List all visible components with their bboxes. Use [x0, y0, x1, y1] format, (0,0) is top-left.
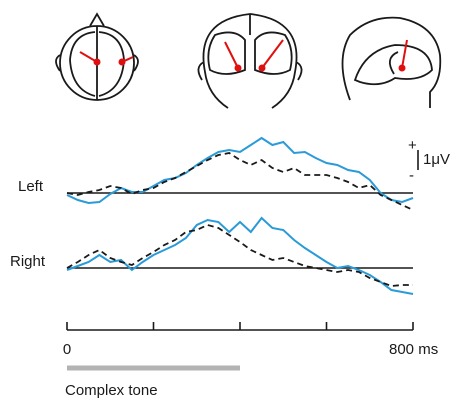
head-back-view	[198, 14, 301, 108]
x-tick-label: 0	[63, 341, 71, 358]
stimulus-label: Complex tone	[65, 382, 158, 399]
dashed-line	[67, 225, 413, 286]
figure: Left + -1μV Right 0 800 ms Complex tone	[0, 0, 467, 407]
scale-plus: +	[408, 137, 417, 154]
line	[67, 218, 413, 294]
dashed-line	[67, 153, 413, 210]
head-side-view	[343, 18, 441, 108]
page: Left+-1μVRight0800 msComplex tone (() =>…	[0, 0, 467, 407]
x-tick-label: 800 ms	[389, 341, 438, 358]
scale-label: 1μV	[423, 151, 450, 168]
panel-label: Right	[10, 253, 46, 270]
head-top-view	[56, 14, 138, 100]
scale-minus: -	[409, 167, 414, 184]
panel-label: Left	[18, 178, 44, 195]
